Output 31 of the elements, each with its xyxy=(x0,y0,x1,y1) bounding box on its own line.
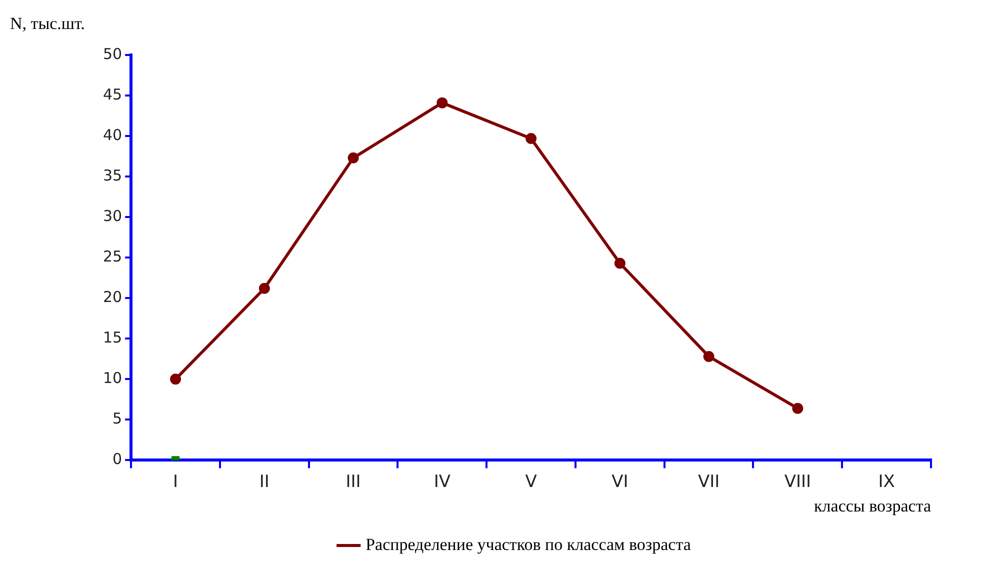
point xyxy=(526,132,537,144)
y-tick-label: 25 xyxy=(102,247,122,266)
point xyxy=(436,97,448,108)
point xyxy=(170,374,182,385)
x-tick-label: II xyxy=(259,472,270,492)
x-tick-label: V xyxy=(525,472,538,492)
x-tick-label: III xyxy=(346,472,361,492)
y-tick-label: 10 xyxy=(102,369,122,388)
point xyxy=(792,402,804,414)
y-tick-label: 0 xyxy=(112,450,122,468)
y-tick-label: 20 xyxy=(102,288,122,306)
x-tick-label: VII xyxy=(698,472,720,492)
x-tick-label: I xyxy=(173,472,178,492)
y-tick-label: 5 xyxy=(112,410,122,428)
x-tick-label: VI xyxy=(612,472,628,492)
y-tick-label: 35 xyxy=(102,166,122,184)
point xyxy=(348,152,359,164)
x-tick-label: IX xyxy=(878,472,896,492)
point xyxy=(258,282,270,294)
y-tick-label: 15 xyxy=(102,328,122,347)
point xyxy=(703,350,714,362)
y-tick-label: 50 xyxy=(102,44,122,63)
y-axis-title: N, тыс.шт. xyxy=(10,14,85,34)
x-tick-label: VIII xyxy=(784,472,812,492)
y-tick-label: 45 xyxy=(102,85,122,104)
x-axis-title: классы возраста xyxy=(814,496,932,516)
point xyxy=(614,258,626,269)
legend-label: Распределение участков по классам возраста xyxy=(366,534,692,554)
x-tick-label: IV xyxy=(434,472,451,492)
y-tick-label: 40 xyxy=(102,126,122,144)
y-tick-label: 30 xyxy=(102,206,122,225)
